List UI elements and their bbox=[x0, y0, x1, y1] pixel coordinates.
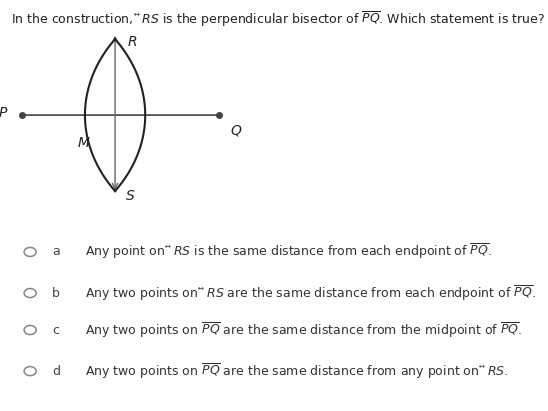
Text: a: a bbox=[52, 245, 60, 259]
Text: d: d bbox=[52, 365, 60, 378]
Text: Any two points on $\overleftrightarrow{RS}$ are the same distance from each endp: Any two points on $\overleftrightarrow{R… bbox=[85, 284, 536, 302]
Text: $S$: $S$ bbox=[125, 189, 135, 203]
Text: $Q$: $Q$ bbox=[230, 123, 243, 138]
Text: b: b bbox=[52, 286, 60, 300]
Text: Any two points on $\overline{PQ}$ are the same distance from the midpoint of $\o: Any two points on $\overline{PQ}$ are th… bbox=[85, 321, 522, 339]
Text: In the construction, $\overleftrightarrow{RS}$ is the perpendicular bisector of : In the construction, $\overleftrightarro… bbox=[11, 10, 545, 29]
Text: c: c bbox=[52, 323, 59, 337]
Text: Any two points on $\overline{PQ}$ are the same distance from any point on $\over: Any two points on $\overline{PQ}$ are th… bbox=[85, 362, 509, 381]
Text: $M$: $M$ bbox=[77, 136, 90, 150]
Text: $R$: $R$ bbox=[127, 35, 138, 49]
Text: $P$: $P$ bbox=[0, 106, 8, 120]
Text: Any point on $\overleftrightarrow{RS}$ is the same distance from each endpoint o: Any point on $\overleftrightarrow{RS}$ i… bbox=[85, 242, 492, 261]
